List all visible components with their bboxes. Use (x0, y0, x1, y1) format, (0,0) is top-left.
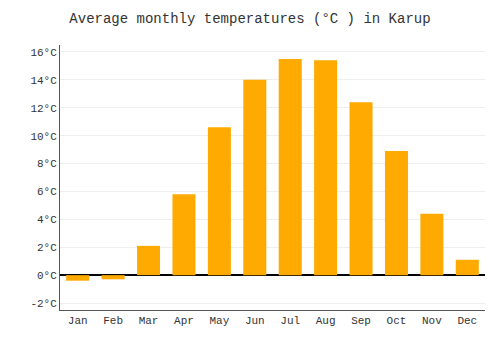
svg-text:May: May (209, 315, 229, 327)
svg-text:Nov: Nov (422, 315, 442, 327)
svg-text:0°C: 0°C (37, 270, 57, 282)
svg-text:Oct: Oct (387, 315, 407, 327)
svg-text:8°C: 8°C (37, 158, 57, 170)
svg-text:Jul: Jul (280, 315, 300, 327)
svg-text:6°C: 6°C (37, 186, 57, 198)
svg-text:4°C: 4°C (37, 214, 57, 226)
svg-text:Jan: Jan (68, 315, 88, 327)
svg-text:10°C: 10°C (30, 131, 57, 143)
svg-text:Mar: Mar (139, 315, 159, 327)
svg-text:16°C: 16°C (30, 47, 57, 59)
svg-text:Apr: Apr (174, 315, 194, 327)
svg-text:-2°C: -2°C (30, 298, 57, 310)
svg-text:Sep: Sep (351, 315, 371, 327)
svg-text:12°C: 12°C (30, 103, 57, 115)
svg-text:Feb: Feb (103, 315, 123, 327)
svg-text:2°C: 2°C (37, 242, 57, 254)
svg-text:Jun: Jun (245, 315, 265, 327)
svg-text:Dec: Dec (457, 315, 477, 327)
svg-text:Average monthly temperatures (: Average monthly temperatures (°C ) in Ka… (69, 11, 430, 27)
svg-text:Aug: Aug (316, 315, 336, 327)
svg-text:14°C: 14°C (30, 75, 57, 87)
